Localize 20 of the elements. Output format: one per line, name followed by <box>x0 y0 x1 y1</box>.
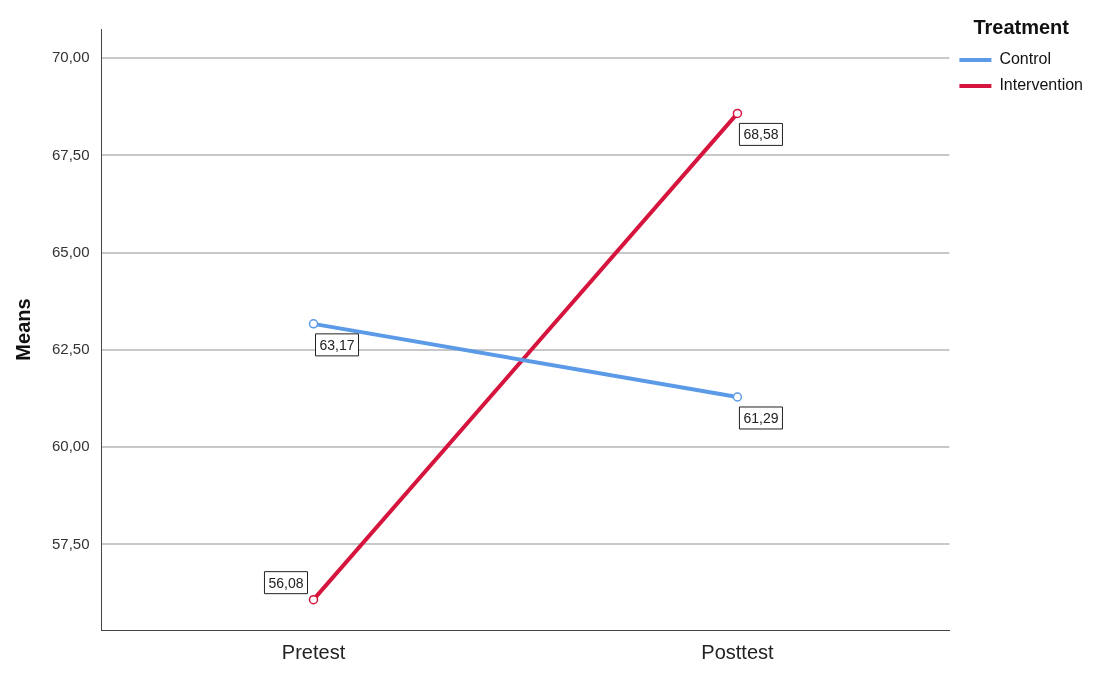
data-label: 56,08 <box>268 574 304 591</box>
data-label: 63,17 <box>319 336 355 353</box>
x-tick-label: Pretest <box>281 640 346 663</box>
y-axis-title: Means <box>11 298 34 361</box>
y-tick-label: 70,00 <box>51 48 90 66</box>
y-tick-label: 67,50 <box>51 145 90 163</box>
point <box>732 392 743 402</box>
x-tick-label: Posttest <box>701 640 774 663</box>
data-label: 68,58 <box>743 126 779 143</box>
legend-label: Intervention <box>999 76 1083 94</box>
y-tick-label: 62,50 <box>51 340 90 358</box>
legend-label: Control <box>999 50 1051 68</box>
point <box>308 594 319 605</box>
point <box>732 108 743 119</box>
point <box>308 319 319 329</box>
data-label: 61,29 <box>743 409 779 426</box>
y-tick-label: 60,00 <box>51 437 90 455</box>
y-tick-label: 65,00 <box>51 242 90 260</box>
legend-title: Treatment <box>973 15 1070 38</box>
y-tick-label: 57,50 <box>51 534 90 552</box>
